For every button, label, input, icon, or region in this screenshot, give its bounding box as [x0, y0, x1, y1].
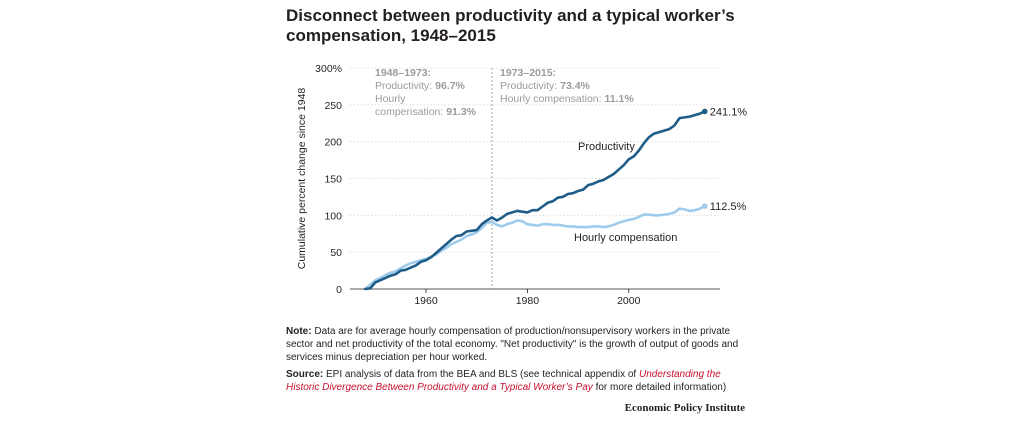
y-tick-label-300: 300% [315, 63, 342, 75]
y-tick-label-150: 150 [324, 174, 342, 186]
series-line-productivity [363, 110, 707, 291]
annotation-right-compensation: Hourly compensation: 11.1% [500, 93, 634, 105]
source-tail: for more detailed information) [592, 382, 727, 393]
x-tick-label-1960: 1960 [414, 295, 438, 307]
y-tick-label-0: 0 [336, 284, 342, 296]
x-tick-label-2000: 2000 [617, 295, 641, 307]
chart-notes: Note: Data are for average hourly compen… [286, 325, 746, 398]
source-text: EPI analysis of data from the BEA and BL… [323, 369, 639, 380]
series-label-productivity: Productivity [578, 141, 635, 153]
source-label: Source: [286, 369, 324, 380]
organization-credit: Economic Policy Institute [624, 402, 745, 414]
series-end-point-productivity [701, 108, 708, 115]
annotation-right-productivity: Productivity: 73.4% [500, 80, 591, 92]
note-label: Note: [286, 326, 312, 337]
y-tick-label-100: 100 [324, 210, 342, 222]
source-paragraph: Source: EPI analysis of data from the BE… [286, 368, 746, 394]
annotation-left-comp-line2: compensation: 91.3% [375, 106, 477, 118]
source-report-link[interactable]: Understanding the Historic Divergence Be… [286, 369, 721, 393]
x-axis-ticks: 1960 1980 2000 [414, 289, 641, 307]
y-tick-label-200: 200 [324, 137, 342, 149]
annotation-1948-1973: 1948–1973: Productivity: 96.7% Hourly co… [375, 67, 477, 118]
annotation-left-comp-line1: Hourly [375, 93, 406, 105]
y-axis-title: Cumulative percent change since 1948 [296, 88, 308, 270]
annotation-left-productivity: Productivity: 96.7% [375, 80, 466, 92]
note-text: Data are for average hourly compensation… [286, 326, 739, 363]
line-chart: 0 50 100 150 200 250 300% 1960 1980 2000 Cumulat… [296, 63, 748, 307]
end-value-label-hourly-compensation: 112.5% [710, 201, 747, 213]
end-value-label-productivity: 241.1% [710, 106, 748, 118]
y-tick-label-50: 50 [330, 247, 342, 259]
series-lines: 112.5% 241.1% [363, 106, 748, 291]
x-tick-label-1980: 1980 [516, 295, 540, 307]
series-end-point-hourly-compensation [701, 203, 708, 209]
annotation-1973-2015: 1973–2015: Productivity: 73.4% Hourly co… [500, 67, 634, 105]
y-axis-ticks: 0 50 100 150 200 250 300% [315, 63, 342, 296]
series-label-compensation: Hourly compensation [574, 232, 677, 244]
y-tick-label-250: 250 [324, 100, 342, 112]
note-paragraph: Note: Data are for average hourly compen… [286, 325, 746, 364]
chart-title: Disconnect between productivity and a ty… [286, 6, 735, 45]
series-line-hourly-compensation [363, 204, 707, 291]
annotation-right-head: 1973–2015: [500, 67, 556, 79]
annotation-left-head: 1948–1973: [375, 67, 431, 79]
